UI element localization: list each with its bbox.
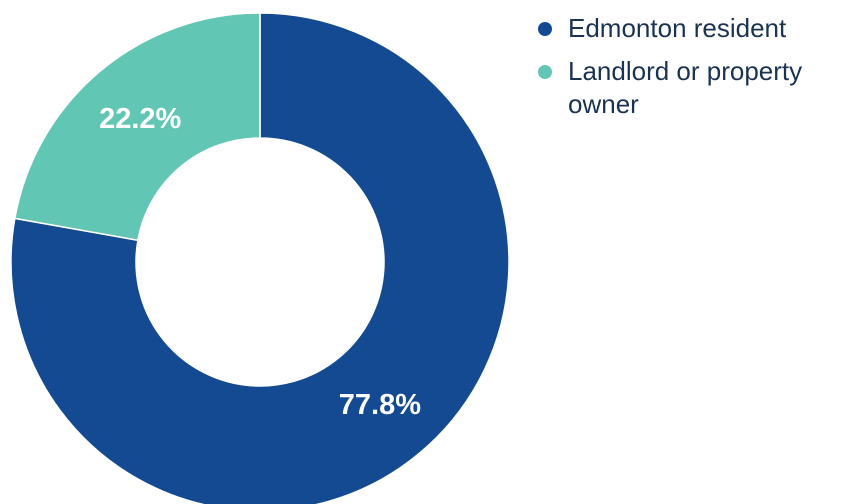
- donut-slices: [10, 12, 510, 504]
- legend-swatch-landlord-or-property-owner: [538, 65, 552, 79]
- legend-item-edmonton-resident: Edmonton resident: [538, 12, 838, 45]
- data-label-edmonton-resident: 77.8%: [339, 389, 421, 421]
- legend-item-landlord-or-property-owner: Landlord or property owner: [538, 55, 838, 121]
- data-labels: 77.8% 22.2%: [99, 103, 421, 421]
- slice-landlord-or-property-owner: [13, 12, 261, 242]
- slice-edmonton-resident: [10, 12, 510, 504]
- data-label-landlord-or-property-owner: 22.2%: [99, 103, 181, 135]
- legend: Edmonton resident Landlord or property o…: [538, 12, 838, 131]
- legend-label-landlord-or-property-owner: Landlord or property owner: [568, 56, 803, 119]
- legend-label-edmonton-resident: Edmonton resident: [568, 13, 787, 43]
- legend-swatch-edmonton-resident: [538, 22, 552, 36]
